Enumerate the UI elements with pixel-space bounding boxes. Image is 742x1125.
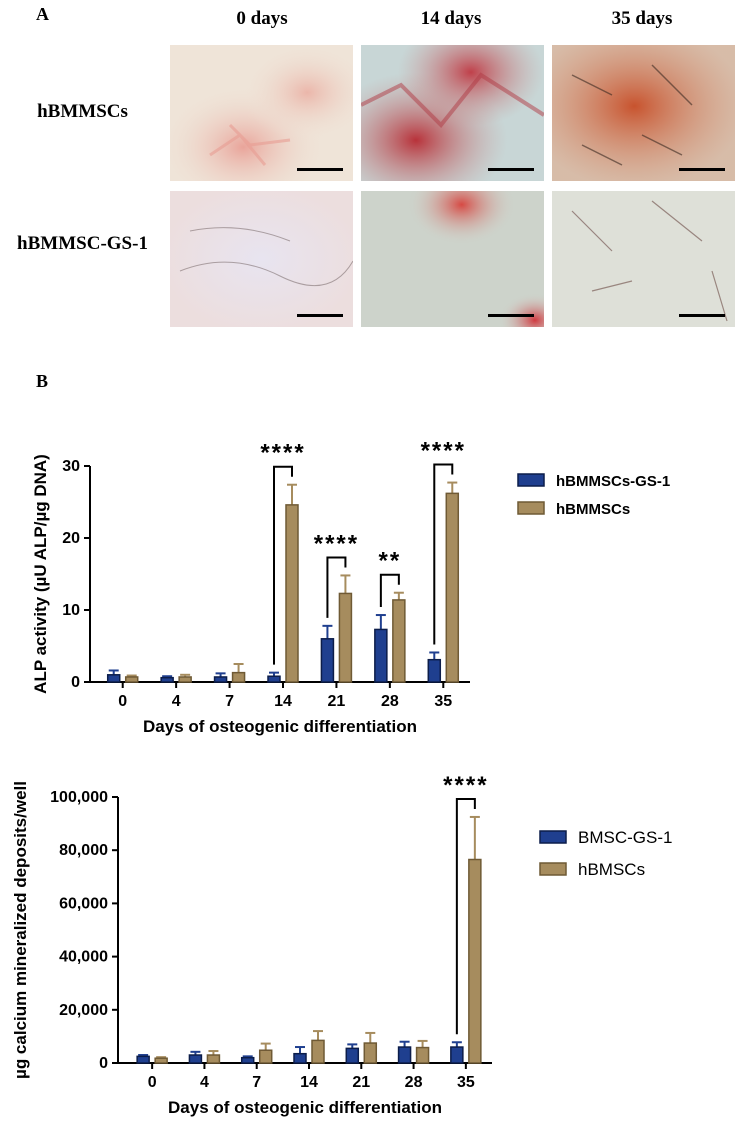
y-tick-label: 0	[99, 1055, 108, 1072]
bar-series-1	[374, 628, 388, 683]
bar-series-1	[136, 1055, 150, 1064]
calcium-deposits-chart: 0 20,000 40,000 60,000 80,000 100,000 0 4 7 14 21 2…	[11, 772, 672, 1117]
column-header-0-days: 0 days	[236, 8, 288, 29]
panel-a-label: A	[36, 4, 49, 24]
x-tick-label: 4	[200, 1074, 209, 1091]
significance-bracket	[433, 463, 454, 645]
bar-series-2	[311, 1039, 325, 1064]
bar-series-1	[320, 638, 335, 683]
legend-label: hBMSCs	[578, 860, 645, 879]
significance-stars: ****	[260, 440, 305, 467]
x-tick-label: 0	[148, 1074, 157, 1091]
bar-series-1	[188, 1054, 203, 1064]
bar-series-1	[160, 676, 174, 683]
x-tick-label: 7	[252, 1074, 261, 1091]
y-tick-label: 10	[62, 602, 80, 619]
column-header-35-days: 35 days	[611, 8, 673, 29]
micrograph-hbmmsc-gs-1-day-14	[361, 191, 544, 327]
scale-bar	[679, 168, 725, 171]
bar-series-2	[154, 1057, 168, 1064]
legend-swatch	[539, 830, 567, 844]
scale-bar	[488, 168, 534, 171]
legend-label: hBMMSCs-GS-1	[556, 473, 670, 490]
micrograph-hbmmscs-day-35	[552, 45, 735, 181]
micrograph-hbmmsc-gs-1-day-35	[552, 191, 735, 327]
scale-bar	[679, 314, 725, 317]
x-axis-label: Days of osteogenic differentiation	[143, 717, 417, 736]
x-tick-label: 14	[300, 1074, 318, 1091]
x-tick-label: 21	[352, 1074, 370, 1091]
significance-stars: **	[379, 548, 402, 575]
scale-bar	[297, 168, 343, 171]
bar-series-1	[427, 658, 442, 683]
micrograph-hbmmscs-day-0	[170, 45, 353, 181]
significance-bracket	[379, 573, 400, 608]
scale-bar	[297, 314, 343, 317]
bar-series-2	[124, 676, 139, 683]
bar-series-1	[240, 1056, 255, 1064]
bar-series-2	[392, 599, 406, 683]
y-tick-label: 20	[62, 530, 80, 547]
bar-series-1	[450, 1046, 464, 1064]
legend-label: hBMMSCs	[556, 501, 630, 518]
x-tick-label: 21	[328, 693, 346, 710]
significance-bracket	[273, 465, 293, 665]
legend-swatch	[517, 501, 545, 515]
y-tick-label: 20,000	[59, 1002, 108, 1019]
bar-series-1	[106, 674, 121, 683]
significance-bracket	[326, 556, 347, 618]
x-tick-label: 4	[172, 693, 181, 710]
y-tick-label: 80,000	[59, 842, 108, 859]
y-axis-label: ALP activity (µU ALP/µg DNA)	[31, 454, 50, 694]
bar-series-2	[363, 1042, 378, 1064]
x-tick-label: 0	[118, 693, 127, 710]
y-tick-label: 100,000	[50, 789, 108, 806]
row-header-hbmmsc-gs-1: hBMMSC-GS-1	[17, 233, 148, 254]
y-tick-label: 30	[62, 458, 80, 475]
x-axis-label: Days of osteogenic differentiation	[168, 1098, 442, 1117]
bar-series-2	[445, 492, 460, 683]
bar-series-1	[213, 676, 228, 683]
x-tick-label: 35	[457, 1074, 475, 1091]
bar-series-2	[415, 1046, 430, 1064]
y-tick-label: 40,000	[59, 949, 108, 966]
bar-series-1	[397, 1046, 412, 1064]
x-tick-label: 28	[405, 1074, 423, 1091]
scale-bar	[488, 314, 534, 317]
legend-label: BMSC-GS-1	[578, 828, 672, 847]
bar-series-2	[178, 676, 192, 683]
y-tick-label: 0	[71, 674, 80, 691]
bar-series-2	[231, 671, 246, 683]
bar-series-2	[338, 592, 353, 683]
row-header-hbmmscs: hBMMSCs	[37, 101, 128, 122]
y-tick-label: 60,000	[59, 895, 108, 912]
bar-series-1	[293, 1052, 307, 1064]
x-tick-label: 28	[381, 693, 399, 710]
bar-series-2	[258, 1049, 273, 1064]
legend-swatch	[539, 862, 567, 876]
y-axis-label: µg calcium mineralized deposits/well	[11, 781, 30, 1079]
significance-stars: ****	[314, 530, 359, 557]
significance-stars: ****	[443, 772, 488, 799]
bar-series-1	[345, 1047, 360, 1064]
significance-bracket	[455, 797, 476, 1035]
significance-stars: ****	[421, 438, 466, 465]
micrograph-hbmmsc-gs-1-day-0	[170, 191, 353, 327]
bar-series-1	[267, 675, 281, 683]
legend-swatch	[517, 473, 545, 487]
panel-b-label: B	[36, 371, 49, 391]
bar-series-2	[285, 504, 299, 683]
micrograph-hbmmscs-day-14	[361, 45, 544, 181]
bar-series-2	[468, 858, 482, 1064]
bar-series-2	[206, 1054, 221, 1064]
x-tick-label: 14	[274, 693, 292, 710]
column-header-14-days: 14 days	[420, 8, 482, 29]
x-tick-label: 7	[225, 693, 234, 710]
x-tick-label: 35	[434, 693, 452, 710]
